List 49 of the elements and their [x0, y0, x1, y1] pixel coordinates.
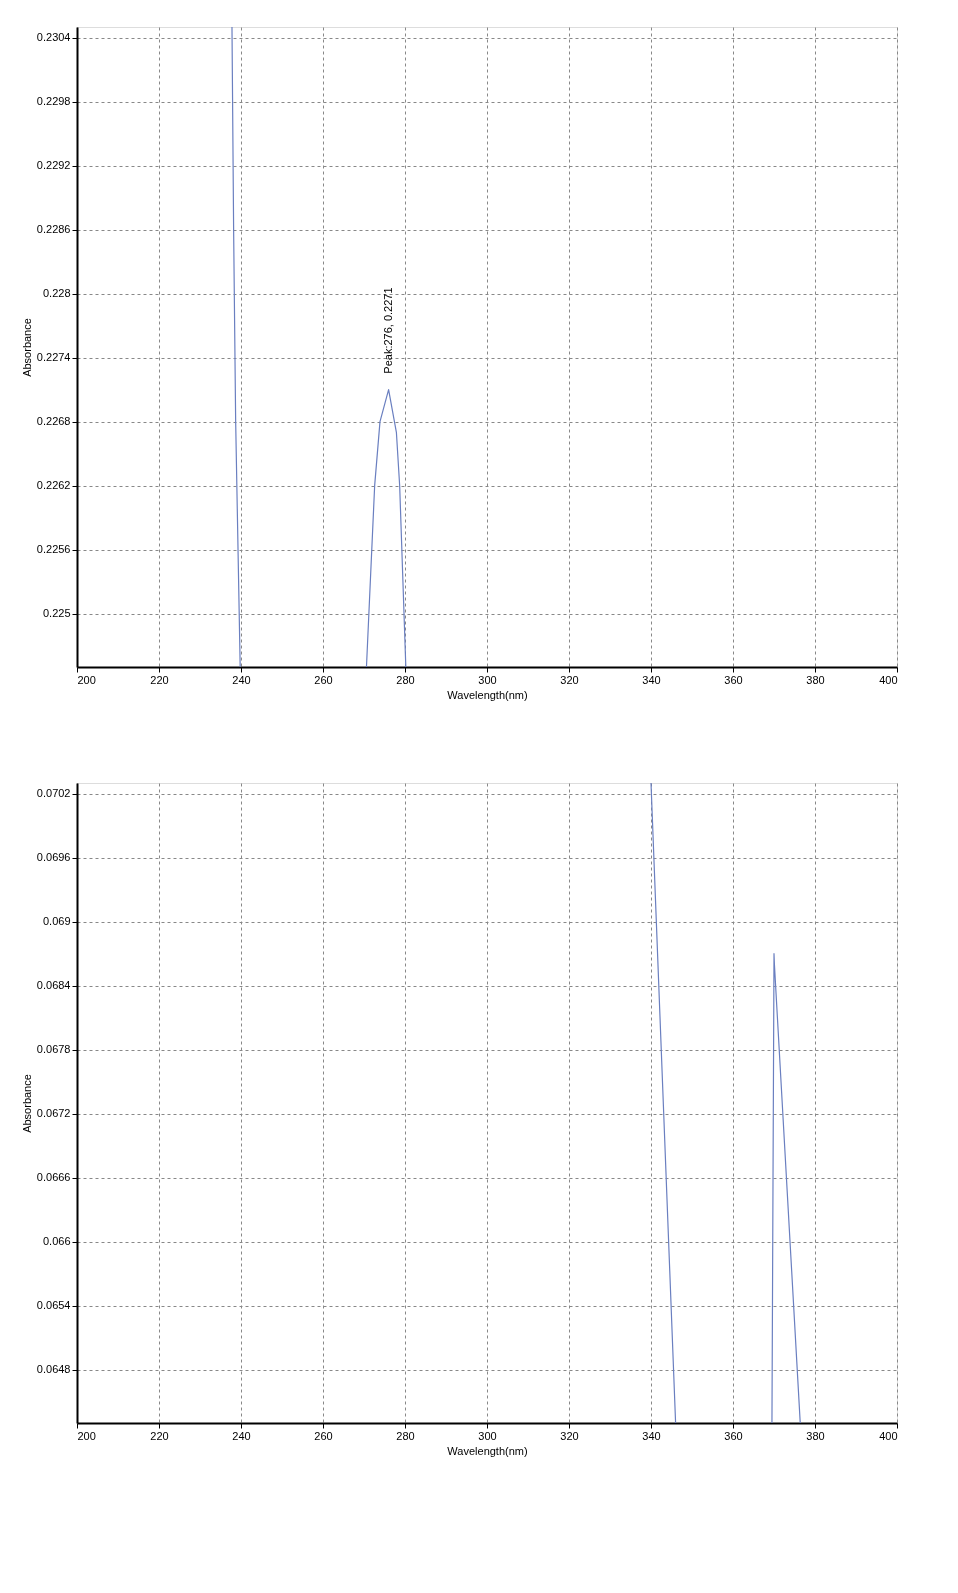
x-tick-label: 200	[77, 673, 96, 686]
y-tick-label: 0.0666	[36, 1171, 71, 1184]
x-tick-label: 360	[724, 1429, 743, 1442]
y-tick-label: 0.228	[42, 287, 71, 300]
y-tick-label: 0.0648	[36, 1363, 71, 1376]
y-tick-label: 0.2304	[36, 31, 71, 44]
x-tick-label: 240	[232, 1429, 251, 1442]
y-tick-label: 0.2262	[36, 479, 71, 492]
line-series	[365, 389, 407, 668]
x-tick-label: 280	[396, 673, 415, 686]
y-tick-label: 0.2292	[36, 159, 71, 172]
y-tick-label: 0.066	[42, 1235, 71, 1248]
x-tick-label: 380	[806, 673, 825, 686]
y-tick-label: 0.0702	[36, 787, 71, 800]
x-axis-title: Wavelength(nm)	[447, 688, 528, 701]
x-tick-label: 200	[77, 1429, 96, 1442]
x-axis-title: Wavelength(nm)	[447, 1444, 528, 1457]
x-tick-label: 260	[314, 1429, 333, 1442]
y-tick-label: 0.0654	[36, 1299, 71, 1312]
x-tick-label: 220	[150, 1429, 169, 1442]
x-tick-label: 300	[478, 673, 497, 686]
line-series	[231, 26, 241, 668]
x-tick-label: 380	[806, 1429, 825, 1442]
y-tick-label: 0.069	[42, 915, 71, 928]
y-tick-label: 0.225	[42, 607, 71, 620]
x-tick-label: 400	[879, 1429, 898, 1442]
y-tick-label: 0.0678	[36, 1043, 71, 1056]
y-tick-label: 0.0684	[36, 979, 71, 992]
y-tick-label: 0.0672	[36, 1107, 71, 1120]
y-tick-label: 0.2286	[36, 223, 71, 236]
x-tick-label: 240	[232, 673, 251, 686]
x-tick-label: 300	[478, 1429, 497, 1442]
annotation: Peak:276, 0.2271	[381, 287, 394, 374]
x-tick-label: 280	[396, 1429, 415, 1442]
x-tick-label: 360	[724, 673, 743, 686]
y-axis-title: Absorbance	[20, 318, 33, 377]
x-tick-label: 260	[314, 673, 333, 686]
x-tick-label: 320	[560, 673, 579, 686]
x-tick-label: 340	[642, 1429, 661, 1442]
x-tick-label: 320	[560, 1429, 579, 1442]
y-tick-label: 0.2298	[36, 95, 71, 108]
y-tick-label: 0.2268	[36, 415, 71, 428]
x-tick-label: 340	[642, 673, 661, 686]
y-tick-label: 0.2274	[36, 351, 71, 364]
y-axis-title: Absorbance	[20, 1074, 33, 1133]
y-tick-label: 0.0696	[36, 851, 71, 864]
y-tick-label: 0.2256	[36, 543, 71, 556]
x-tick-label: 400	[879, 673, 898, 686]
x-tick-label: 220	[150, 673, 169, 686]
